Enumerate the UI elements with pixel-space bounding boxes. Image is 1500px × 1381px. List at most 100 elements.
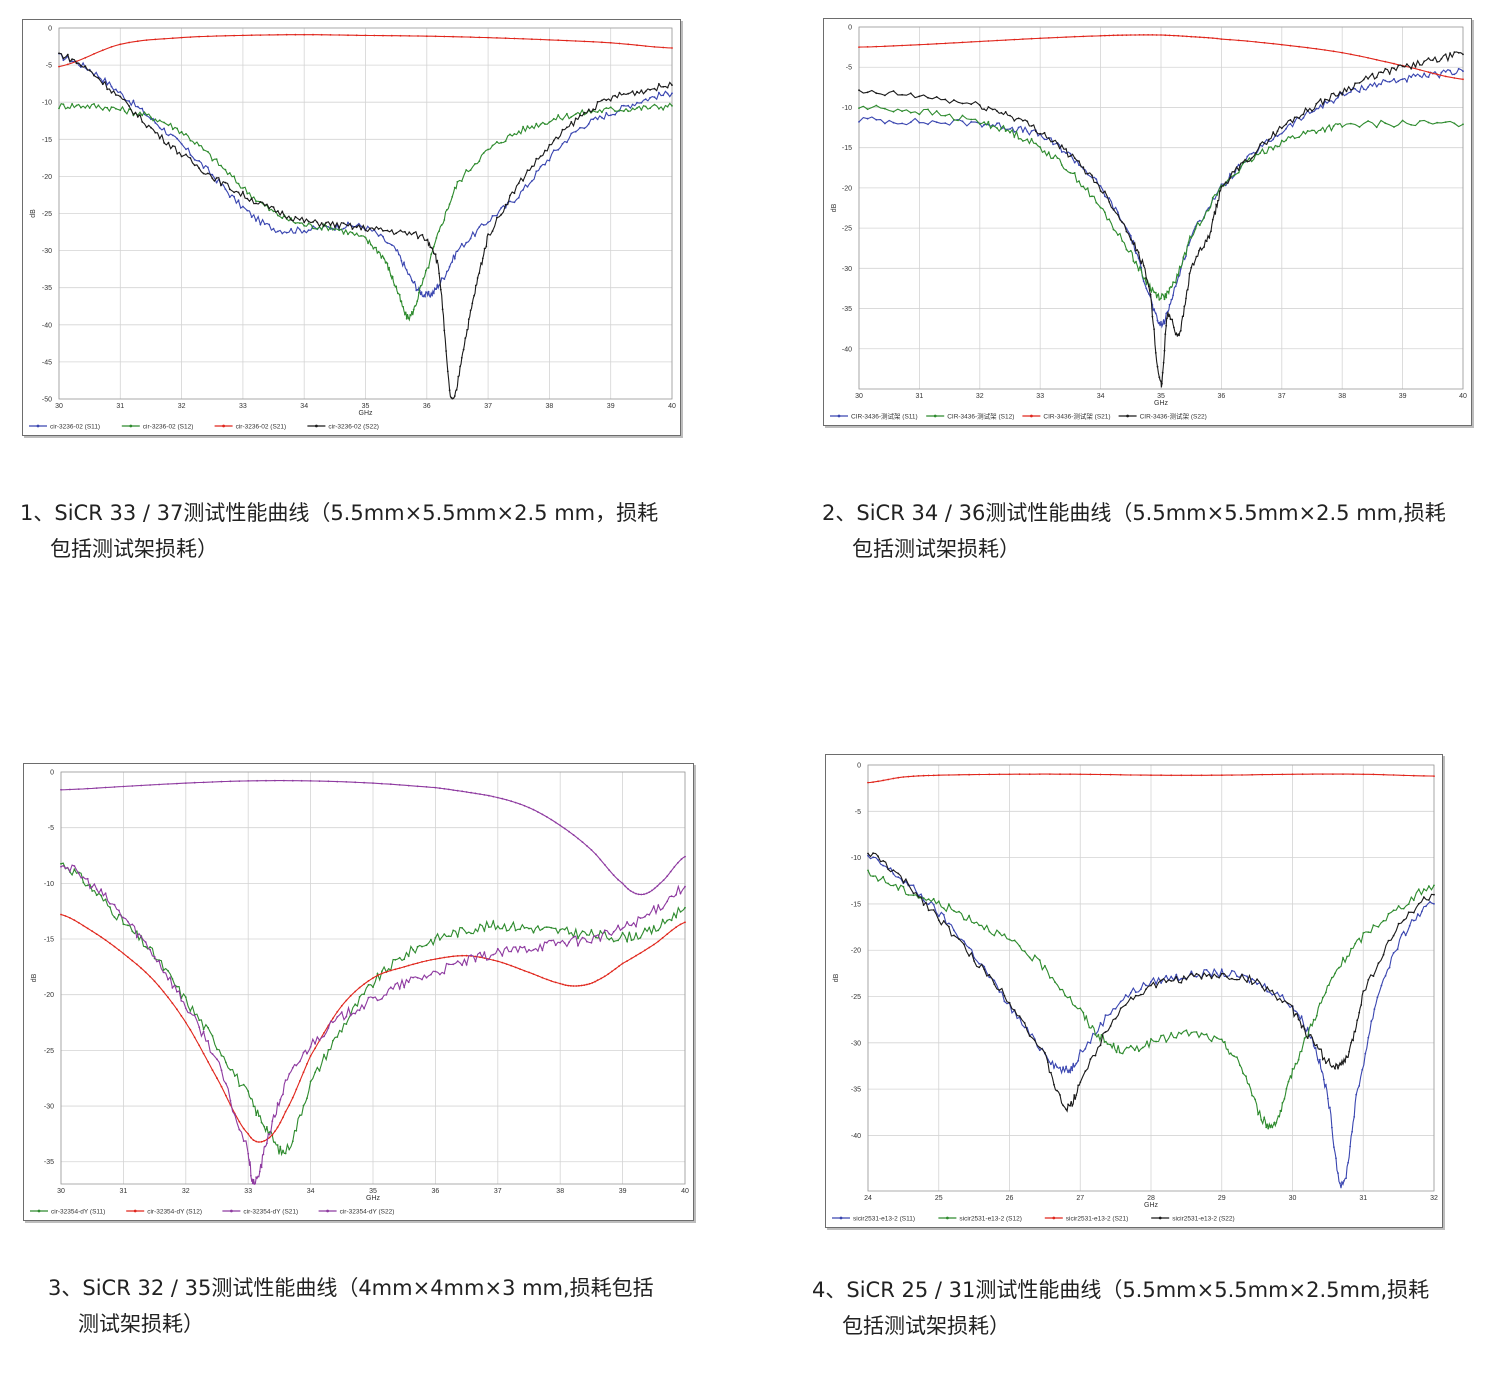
series-point	[198, 35, 201, 38]
series-point	[1387, 939, 1390, 942]
series-point	[583, 984, 586, 986]
series-point	[963, 943, 965, 946]
series-point	[167, 783, 169, 785]
series-point	[432, 245, 435, 248]
series-point	[419, 285, 422, 287]
series-point	[58, 107, 60, 110]
plot-area	[60, 771, 686, 1185]
series-point	[470, 954, 472, 957]
series-point	[662, 46, 665, 49]
series-point	[318, 780, 321, 782]
series-point	[892, 45, 895, 47]
series-point	[1421, 910, 1423, 913]
series-point	[1039, 37, 1042, 40]
series-point	[1069, 155, 1072, 157]
series-point	[1410, 124, 1413, 126]
series-point	[1341, 1181, 1343, 1184]
series-point	[1052, 157, 1054, 160]
series-point	[953, 929, 955, 932]
series-point	[417, 237, 419, 240]
series-point	[1095, 201, 1098, 204]
series-point	[644, 105, 647, 108]
series-point	[386, 262, 389, 265]
chart-3-svg: 30 31 32 33 34 35 36 37 38 39 400-5-10-15-20-25-30…	[30, 770, 689, 1215]
series-point	[948, 774, 950, 776]
series-point	[64, 915, 67, 917]
series-point	[224, 168, 227, 171]
series-point	[140, 967, 143, 970]
series-point	[1170, 774, 1173, 777]
series-point	[958, 938, 960, 940]
x-tick-label: 35	[1157, 393, 1165, 400]
series-point	[617, 878, 619, 881]
series-point	[1294, 1013, 1297, 1016]
series-point	[145, 114, 148, 116]
series-point	[1182, 256, 1185, 259]
series-point	[1207, 207, 1210, 210]
series-point	[167, 978, 169, 981]
series-point	[86, 787, 89, 790]
series-point	[614, 110, 616, 112]
series-point	[513, 201, 516, 204]
series-point	[436, 284, 439, 286]
series-point	[1315, 47, 1318, 50]
series-point	[1077, 1084, 1080, 1087]
series-point	[535, 122, 538, 125]
series-point	[1237, 171, 1240, 174]
series-point	[501, 797, 504, 800]
series-point	[927, 903, 930, 906]
series-point	[1156, 319, 1159, 322]
series-point	[505, 946, 508, 948]
series-point	[1030, 130, 1033, 132]
series-point	[413, 280, 416, 283]
series-point	[570, 132, 573, 135]
x-tick-label: 37	[1278, 393, 1286, 400]
series-point	[968, 955, 970, 957]
series-point	[268, 209, 271, 212]
series-point	[1220, 185, 1223, 188]
series-point	[1215, 203, 1218, 206]
caption-2: 2、SiCR 34 / 36测试性能曲线（5.5mm×5.5mm×2.5 mm,…	[822, 495, 1492, 567]
series-point	[1207, 36, 1210, 39]
series-point	[652, 925, 655, 927]
series-point	[141, 121, 144, 123]
series-point	[1205, 240, 1208, 243]
series-point	[1091, 195, 1093, 198]
series-point	[1154, 291, 1157, 294]
series-point	[1417, 888, 1420, 891]
series-point	[1043, 131, 1046, 134]
series-point	[167, 134, 170, 137]
series-point	[447, 935, 450, 937]
series-point	[1272, 148, 1275, 151]
series-point	[496, 37, 498, 39]
series-point	[398, 293, 401, 296]
series-point	[1095, 178, 1098, 181]
series-point	[1109, 773, 1112, 776]
x-tick-label: 40	[1459, 393, 1467, 400]
series-point	[1056, 1089, 1058, 1092]
series-point	[1285, 1088, 1288, 1090]
series-point	[505, 929, 508, 932]
series-point	[1198, 249, 1200, 252]
series-point	[993, 934, 996, 937]
series-point	[1349, 1145, 1351, 1148]
series-point	[897, 776, 900, 779]
series-point	[1060, 151, 1063, 153]
series-point	[480, 262, 482, 265]
series-point	[416, 945, 419, 948]
series-point	[100, 894, 102, 897]
series-point	[500, 141, 503, 144]
series-point	[1043, 138, 1046, 141]
series-point	[1372, 975, 1375, 977]
series-point	[572, 985, 575, 987]
series-point	[294, 232, 297, 234]
series-point	[970, 103, 973, 106]
series-point	[158, 960, 161, 962]
series-point	[1109, 1025, 1112, 1027]
series-point	[1117, 234, 1119, 236]
series-point	[216, 1048, 218, 1051]
series-point	[635, 954, 637, 957]
series-point	[115, 107, 117, 110]
series-point	[441, 308, 444, 311]
series-point	[389, 969, 392, 972]
